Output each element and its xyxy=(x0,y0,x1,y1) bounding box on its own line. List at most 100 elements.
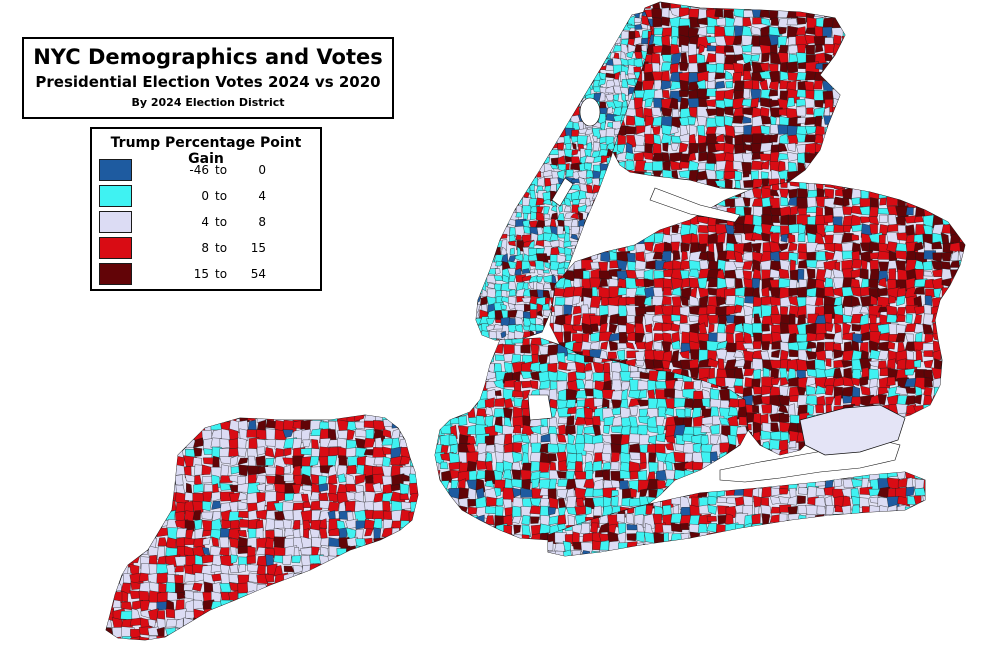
election-district xyxy=(148,473,157,486)
election-district xyxy=(652,45,664,54)
election-district xyxy=(680,242,690,253)
election-district xyxy=(940,315,952,325)
election-district xyxy=(210,564,222,573)
election-district xyxy=(958,342,965,351)
election-district xyxy=(904,423,916,434)
election-district xyxy=(256,419,267,432)
election-district xyxy=(495,260,503,267)
election-district xyxy=(643,190,649,198)
election-district xyxy=(174,415,188,422)
election-district xyxy=(157,473,170,485)
election-district xyxy=(859,376,869,387)
election-district xyxy=(113,536,124,545)
election-district xyxy=(419,448,429,458)
election-district xyxy=(570,93,583,103)
election-district xyxy=(327,492,339,503)
election-district xyxy=(147,518,158,530)
election-district xyxy=(619,185,627,194)
election-district xyxy=(493,164,503,173)
election-district xyxy=(476,338,481,340)
election-district xyxy=(336,590,350,602)
election-district xyxy=(365,572,374,583)
election-district xyxy=(542,130,551,138)
election-district xyxy=(959,313,965,324)
election-district xyxy=(571,325,584,332)
election-district xyxy=(318,492,329,502)
election-district xyxy=(949,367,961,383)
election-district xyxy=(183,635,194,640)
election-district xyxy=(515,234,522,241)
election-district xyxy=(467,371,479,385)
election-district xyxy=(804,134,816,143)
election-district xyxy=(211,536,219,547)
election-district xyxy=(193,415,203,425)
election-district xyxy=(878,387,889,396)
election-district xyxy=(130,465,145,478)
election-district xyxy=(327,501,340,512)
election-district xyxy=(643,313,656,328)
election-district xyxy=(923,313,934,326)
election-district xyxy=(486,171,495,178)
election-district xyxy=(265,483,275,491)
election-district xyxy=(652,142,662,156)
election-district xyxy=(634,188,643,190)
election-district xyxy=(275,635,286,640)
election-district xyxy=(591,17,600,24)
election-district xyxy=(643,278,655,288)
election-district xyxy=(175,419,186,429)
election-district xyxy=(551,43,560,51)
election-district xyxy=(633,144,647,152)
election-district xyxy=(587,23,593,36)
election-district xyxy=(581,233,592,246)
election-district xyxy=(725,81,734,89)
election-district xyxy=(564,22,575,36)
election-district xyxy=(514,17,526,24)
election-district xyxy=(743,440,752,450)
election-district xyxy=(822,2,838,13)
election-district xyxy=(681,277,690,288)
election-district xyxy=(958,182,965,190)
election-district xyxy=(670,181,678,190)
election-district xyxy=(970,216,978,225)
election-district xyxy=(501,64,510,73)
election-district xyxy=(941,331,955,347)
election-district xyxy=(786,97,795,108)
election-district xyxy=(486,113,496,127)
election-district xyxy=(564,65,574,74)
election-district xyxy=(485,460,493,472)
election-district xyxy=(409,609,418,623)
election-district xyxy=(328,600,341,613)
election-district xyxy=(814,160,826,169)
election-district xyxy=(842,62,845,76)
election-district xyxy=(283,447,292,457)
election-district xyxy=(743,88,751,99)
election-district xyxy=(778,268,790,279)
election-district xyxy=(418,537,430,549)
election-district xyxy=(246,555,256,565)
election-district xyxy=(293,618,306,629)
election-district xyxy=(932,404,947,415)
election-district xyxy=(481,204,491,217)
election-district xyxy=(651,178,664,189)
election-district xyxy=(602,462,612,470)
election-district xyxy=(504,478,514,491)
election-district xyxy=(625,269,639,281)
election-district xyxy=(669,160,683,170)
election-district xyxy=(564,72,575,80)
election-district xyxy=(535,51,544,61)
election-district xyxy=(842,197,850,207)
election-district xyxy=(584,71,596,80)
election-district xyxy=(598,78,607,86)
election-district xyxy=(420,619,432,628)
election-district xyxy=(273,628,286,640)
election-district xyxy=(476,93,486,104)
election-district xyxy=(788,242,798,252)
election-district xyxy=(500,185,509,194)
election-district xyxy=(283,465,291,474)
election-district xyxy=(877,350,889,360)
election-district xyxy=(585,370,593,381)
election-district xyxy=(476,253,482,266)
election-district xyxy=(598,198,610,204)
election-district xyxy=(585,65,593,73)
election-district xyxy=(458,389,466,402)
